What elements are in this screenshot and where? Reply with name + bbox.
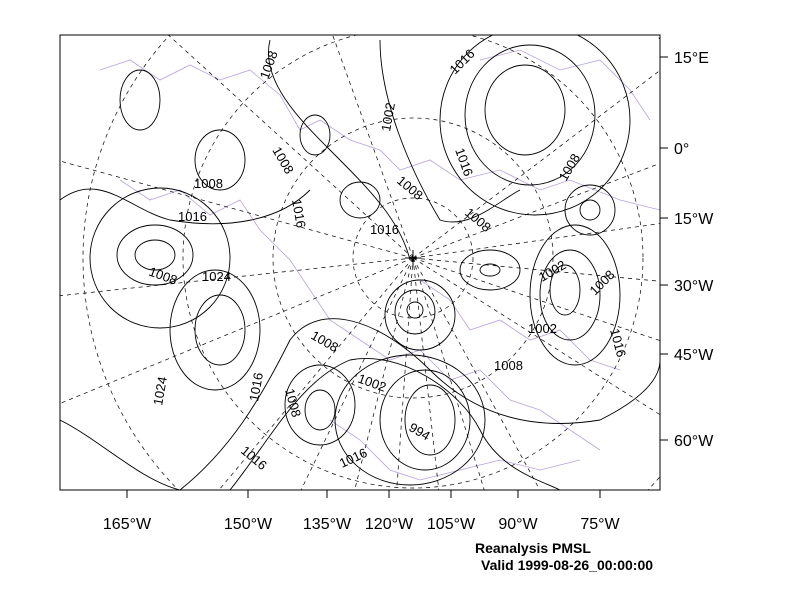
lon-label: 75°W — [580, 516, 620, 533]
contour-label: 1008 — [194, 176, 223, 191]
lon-label: 105°W — [427, 516, 476, 533]
isobars — [60, 35, 660, 490]
lon-label: 120°W — [365, 516, 414, 533]
contour-label: 1016 — [452, 146, 476, 178]
lat-label: 15°E — [674, 50, 709, 67]
ticks — [126, 56, 668, 498]
contour-label: 1008 — [494, 358, 523, 373]
lat-label: 15°W — [674, 211, 714, 228]
lat-label: 30°W — [674, 278, 714, 295]
contour-label: 1016 — [447, 46, 478, 77]
right-axis-labels: 15°E 0° 15°W 30°W 45°W 60°W — [674, 50, 714, 450]
lat-lon-grid — [60, 35, 660, 490]
contour-label: 1016 — [370, 222, 399, 237]
lat-label: 45°W — [674, 347, 714, 364]
contour-label: 1002 — [536, 257, 569, 284]
contour-label: 1002 — [378, 101, 398, 132]
contour-label: 1016 — [238, 443, 270, 473]
contour-label: 1008 — [282, 387, 304, 419]
contour-label: 1016 — [607, 327, 629, 359]
contour-label: 1008 — [269, 144, 296, 177]
contour-label: 1008 — [556, 151, 583, 184]
contour-label: 994 — [407, 420, 433, 444]
contour-label: 1016 — [289, 198, 309, 229]
lat-label: 0° — [674, 141, 689, 158]
lon-label: 135°W — [303, 516, 352, 533]
contour-labels: 1008 1016 1002 1008 1016 1008 1008 1008 … — [147, 46, 629, 473]
lon-label: 150°W — [224, 516, 273, 533]
contour-label: 1008 — [587, 267, 618, 298]
lon-label: 165°W — [103, 516, 152, 533]
plot-frame — [59, 34, 661, 491]
contour-label: 1008 — [309, 328, 342, 355]
lon-label: 90°W — [498, 516, 538, 533]
plot-title: Reanalysis PMSL — [475, 540, 591, 556]
contour-label: 1008 — [257, 49, 281, 81]
contour-label: 1002 — [528, 321, 557, 336]
valid-time: Valid 1999-08-26_00:00:00 — [481, 557, 654, 573]
contour-label: 1016 — [246, 371, 266, 402]
contour-label: 1016 — [178, 209, 207, 224]
contour-label: 1024 — [150, 375, 170, 406]
contour-label: 1024 — [202, 269, 231, 284]
lat-label: 60°W — [674, 433, 714, 450]
bottom-axis-labels: 165°W 150°W 135°W 120°W 105°W 90°W 75°W — [103, 516, 621, 533]
contour-label: 1016 — [337, 445, 370, 471]
